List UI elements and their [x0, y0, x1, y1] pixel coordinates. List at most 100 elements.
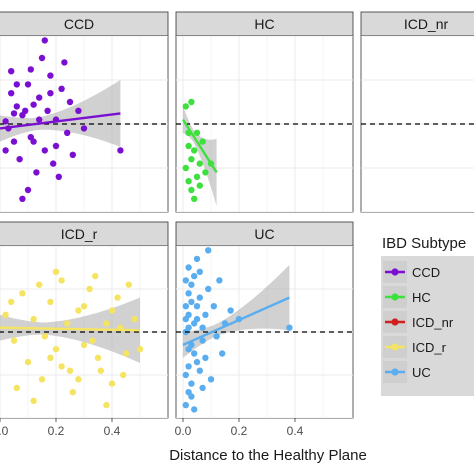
- data-point: [188, 98, 195, 106]
- facet-strip-label: HC: [254, 16, 274, 32]
- data-point: [92, 272, 99, 280]
- data-point: [24, 358, 32, 366]
- fit-line: [0, 112, 121, 130]
- legend-label: UC: [412, 365, 431, 380]
- data-point: [185, 363, 192, 370]
- data-point: [196, 182, 203, 189]
- data-point: [22, 107, 29, 115]
- data-point: [69, 151, 77, 158]
- data-point: [136, 346, 144, 353]
- data-point: [24, 81, 32, 88]
- x-tick-label: 0.2: [48, 424, 65, 438]
- data-point: [193, 129, 201, 136]
- x-tick-label: 0.2: [231, 424, 248, 438]
- x-tick-label: 0.4: [287, 424, 304, 438]
- facet-strip-label: ICD_nr: [404, 16, 449, 32]
- fit-line: [181, 118, 218, 174]
- data-point: [13, 81, 20, 88]
- confidence-band: [0, 79, 121, 147]
- data-point: [61, 59, 68, 66]
- data-point: [182, 401, 189, 409]
- data-point: [30, 397, 37, 404]
- data-point: [80, 341, 88, 349]
- data-point: [207, 376, 215, 383]
- x-tick-label: 0.0: [175, 424, 192, 438]
- data-point: [114, 294, 121, 301]
- facet-strip: [175, 11, 354, 37]
- data-point: [205, 247, 212, 254]
- data-point: [191, 147, 198, 154]
- data-point: [103, 401, 110, 409]
- plot-area: [176, 246, 353, 418]
- x-axis-ticks: 0.0 0.2 0.4 0.0 0.2 0.4: [0, 418, 304, 438]
- data-point: [108, 380, 116, 387]
- plot-area: [176, 36, 353, 212]
- data-point: [182, 315, 189, 323]
- data-point: [47, 354, 54, 361]
- data-point: [196, 294, 203, 301]
- data-point: [41, 333, 48, 340]
- data-point: [182, 277, 189, 284]
- data-point: [69, 389, 77, 396]
- data-point: [188, 186, 195, 194]
- data-point: [19, 195, 26, 202]
- confidence-band: [183, 264, 290, 358]
- facet-strip: [0, 221, 169, 247]
- data-point: [41, 147, 48, 154]
- data-point: [52, 346, 60, 353]
- data-point: [38, 376, 46, 383]
- data-point: [10, 110, 18, 117]
- data-point: [36, 116, 43, 123]
- legend-entry-icd-r: ICD_r: [383, 336, 447, 358]
- data-point: [10, 337, 18, 344]
- data-point: [196, 160, 203, 167]
- data-point: [219, 350, 226, 357]
- data-point: [191, 272, 198, 280]
- data-point: [188, 156, 195, 163]
- data-point: [94, 354, 102, 361]
- data-point: [191, 406, 198, 413]
- data-point: [63, 320, 71, 327]
- legend-key-point: [391, 368, 399, 376]
- legend-entry-ccd: CCD: [383, 261, 440, 283]
- legend-entry-uc: UC: [383, 361, 431, 383]
- data-point: [196, 367, 203, 374]
- data-point: [58, 277, 65, 284]
- data-point: [52, 268, 60, 275]
- data-point: [66, 98, 74, 106]
- x-axis-title: Distance to the Healthy Plane: [169, 447, 367, 464]
- facet-strip-label: CCD: [64, 16, 94, 32]
- data-point: [216, 277, 223, 284]
- facet-strip-label: ICD_r: [61, 226, 98, 242]
- data-point: [52, 142, 60, 150]
- legend-label: ICD_r: [412, 340, 447, 355]
- data-point: [36, 94, 43, 101]
- data-point: [2, 118, 9, 125]
- data-point: [193, 173, 201, 180]
- data-point: [191, 195, 198, 202]
- data-point: [193, 303, 201, 310]
- data-point: [199, 324, 206, 331]
- facet-strip: [0, 11, 169, 37]
- legend-label: ICD_nr: [412, 315, 454, 330]
- data-point: [97, 367, 105, 374]
- data-point: [89, 337, 96, 344]
- data-point: [8, 68, 15, 75]
- fit-line: [0, 326, 141, 332]
- data-point: [182, 371, 189, 379]
- panels-layer: CCD HC ICD_nr ICD_r UC: [0, 11, 474, 419]
- data-point: [202, 311, 209, 318]
- confidence-band: [0, 297, 140, 364]
- data-point: [199, 384, 206, 392]
- data-point: [182, 303, 189, 310]
- facet-strip-label: UC: [254, 226, 274, 242]
- data-point: [122, 350, 130, 357]
- data-point: [38, 54, 46, 62]
- data-point: [80, 125, 88, 132]
- data-point: [191, 350, 198, 357]
- data-point: [50, 160, 57, 167]
- panel-hc: HC: [175, 11, 354, 213]
- data-point: [24, 186, 32, 194]
- data-point: [193, 315, 201, 323]
- data-point: [2, 147, 9, 154]
